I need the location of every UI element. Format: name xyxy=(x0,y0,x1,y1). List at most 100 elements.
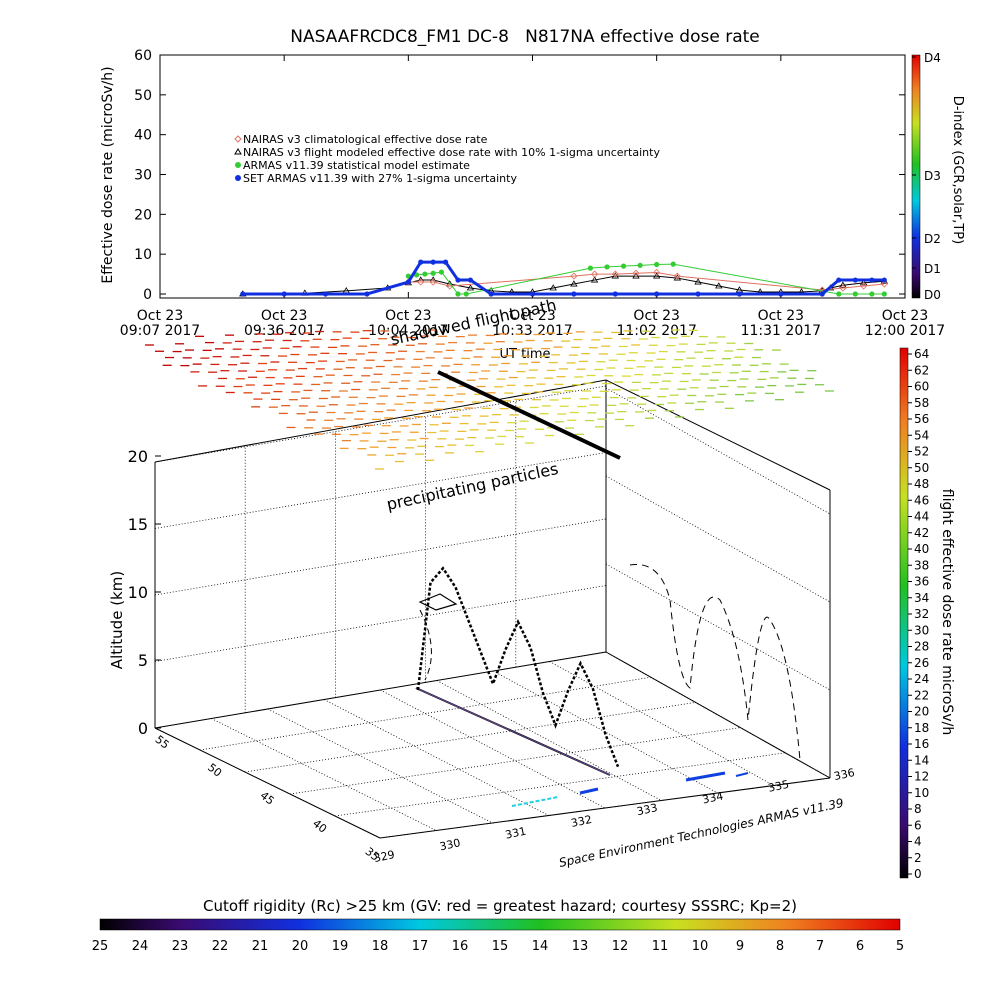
data-point xyxy=(869,291,875,297)
longitude-tick-label: 330 xyxy=(438,836,461,853)
dose-tick-label: 40 xyxy=(914,542,929,556)
series-4 xyxy=(240,259,887,297)
data-point xyxy=(604,264,610,270)
longitude-tick-label: 334 xyxy=(701,789,724,806)
top-side-edge xyxy=(605,379,831,491)
data-point xyxy=(364,291,370,297)
data-point xyxy=(466,284,475,291)
data-point xyxy=(859,279,868,286)
grid-line-floor xyxy=(267,708,493,824)
dindex-tick-label: D4 xyxy=(924,51,941,65)
data-point xyxy=(852,277,858,283)
dose-tick-label: 60 xyxy=(914,380,929,394)
flight-altitude-trace xyxy=(416,566,620,768)
y-tick-label: 20 xyxy=(134,207,152,223)
altitude-tick-label: 5 xyxy=(138,651,148,670)
cutoff-tick-label: 9 xyxy=(736,939,744,954)
floor-edge xyxy=(605,651,831,779)
series-3 xyxy=(405,261,887,297)
data-point xyxy=(620,263,627,269)
y-tick-label: 0 xyxy=(143,287,152,303)
data-point xyxy=(418,259,424,265)
dindex-tick-label: D0 xyxy=(924,288,941,302)
data-point xyxy=(611,270,619,278)
grid-line-side xyxy=(605,387,831,515)
x-tick-date: Oct 23 xyxy=(385,308,431,324)
dose-tick-label: 54 xyxy=(914,428,929,442)
dindex-tick-label: D2 xyxy=(924,232,941,246)
grid-line-back xyxy=(154,452,607,529)
cutoff-ticks: 25 24 23 22 21 20 19 18 17 16 15 14 13 12 11 10 9 8 7 6 5 xyxy=(92,939,904,954)
cutoff-tick-label: 19 xyxy=(332,939,349,954)
dose-tick-label: 42 xyxy=(914,526,929,540)
data-point xyxy=(463,291,469,297)
dose-colorbar: 0246810121416182022242628303234363840424… xyxy=(899,347,955,881)
data-point xyxy=(839,284,847,292)
data-point xyxy=(455,277,461,283)
cutoff-tick-label: 16 xyxy=(452,939,469,954)
dose-tick-label: 36 xyxy=(914,575,929,589)
data-point xyxy=(852,291,858,297)
ground-segment xyxy=(511,796,559,807)
altitude-axis-label: Altitude (km) xyxy=(108,571,126,669)
timeseries-series xyxy=(239,259,889,297)
cutoff-tick-label: 21 xyxy=(252,939,269,954)
dose-tick-label: 4 xyxy=(914,835,922,849)
dose-tick-label: 6 xyxy=(914,818,922,832)
dindex-colorbar: D0 D1 D2 D3 D4 D-index (GCR,solar,TP) xyxy=(911,51,965,302)
dindex-ticks: D0 D1 D2 D3 D4 xyxy=(912,51,941,302)
altitude-ticks: 0 5 10 15 20 xyxy=(128,447,161,738)
dose-tick-label: 46 xyxy=(914,493,929,507)
projection-trace-side xyxy=(629,563,801,761)
dose-tick-label: 34 xyxy=(914,591,929,605)
data-point xyxy=(654,261,660,268)
cutoff-tick-label: 23 xyxy=(172,939,189,954)
x-tick-date: Oct 23 xyxy=(137,308,183,324)
cutoff-tick-label: 5 xyxy=(896,939,904,954)
legend-label: SET ARMAS v11.39 with 27% 1-sigma uncert… xyxy=(243,172,517,185)
dindex-tick-label: D1 xyxy=(924,262,941,276)
lat-axis xyxy=(154,727,381,839)
data-point xyxy=(653,268,661,277)
grid-line-side xyxy=(605,475,831,603)
grid-line-floor xyxy=(334,752,786,817)
dindex-colorbar-gradient xyxy=(911,54,921,299)
legend-marker xyxy=(234,148,242,155)
dose-tick-label: 48 xyxy=(914,477,929,491)
y-tick-label: 40 xyxy=(134,128,152,144)
grid-line-floor xyxy=(493,670,718,794)
data-point xyxy=(590,276,599,283)
dose-tick-label: 22 xyxy=(914,688,929,702)
data-point xyxy=(819,291,825,297)
data-point xyxy=(695,291,701,297)
data-point xyxy=(612,291,618,297)
grid-line-floor xyxy=(289,727,741,795)
cutoff-tick-label: 8 xyxy=(776,939,784,954)
dose-tick-label: 62 xyxy=(914,363,929,377)
dose-ticks: 0246810121416182022242628303234363840424… xyxy=(908,347,929,881)
data-point xyxy=(570,280,578,287)
legend-marker xyxy=(234,135,242,143)
data-point xyxy=(860,282,868,290)
grid-line-floor xyxy=(549,661,774,786)
data-point xyxy=(778,291,784,297)
data-point xyxy=(549,284,557,291)
data-point xyxy=(240,291,246,297)
ground-segment xyxy=(735,772,749,777)
dindex-colorbar-label: D-index (GCR,solar,TP) xyxy=(950,96,965,244)
data-point xyxy=(673,272,681,280)
data-point xyxy=(652,272,661,279)
data-point xyxy=(455,291,461,297)
dose-tick-label: 10 xyxy=(914,786,929,800)
legend-label: NAIRAS v3 climatological effective dose … xyxy=(243,133,488,146)
cutoff-tick-label: 7 xyxy=(816,939,824,954)
timeseries-panel: NASAAFRCDC8_FM1 DC-8 N817NA effective do… xyxy=(100,27,945,362)
data-point xyxy=(430,270,436,276)
dose-tick-label: 20 xyxy=(914,705,929,719)
grid-line-floor xyxy=(244,702,696,773)
longitude-tick-label: 335 xyxy=(767,778,790,795)
dose-tick-label: 0 xyxy=(914,867,922,881)
x-tick-date: Oct 23 xyxy=(882,308,928,324)
